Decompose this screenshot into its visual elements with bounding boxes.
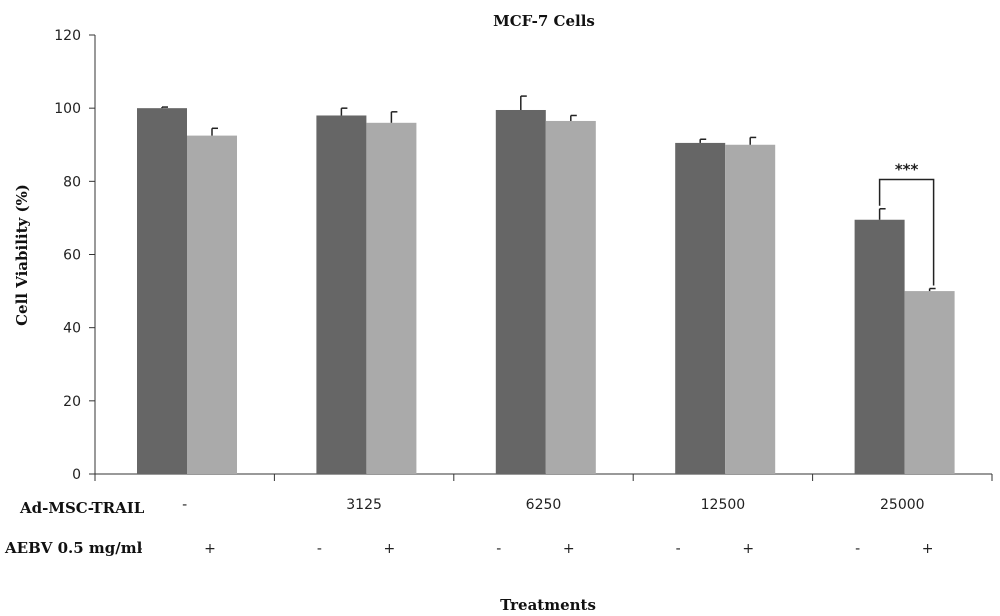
- row-label-ad-msc-trail: Ad-MSC-TRAIL: [19, 499, 145, 517]
- y-tick-label: 100: [54, 101, 81, 117]
- bar-0-1: [187, 135, 237, 474]
- ad-msc-trail-value: 3125: [346, 497, 382, 513]
- significance-bracket: [878, 178, 935, 286]
- row-label-aebv: AEBV 0.5 mg/ml: [4, 539, 143, 557]
- aebv-value: +: [742, 541, 754, 557]
- bar-3-1: [725, 144, 776, 474]
- aebv-value: -: [137, 541, 142, 557]
- y-tick-label: 40: [63, 321, 81, 337]
- y-tick-label: 60: [63, 248, 81, 264]
- significance-label: ***: [895, 161, 919, 179]
- y-tick-label: 80: [63, 174, 81, 190]
- x-axis-title: Treatments: [500, 596, 596, 614]
- bar-4-1: [904, 291, 955, 474]
- aebv-value: +: [204, 541, 216, 557]
- aebv-value: +: [922, 541, 934, 557]
- bar-4-0: [854, 219, 905, 474]
- bar-1-0: [316, 115, 367, 474]
- y-axis-title: Cell Viability (%): [13, 184, 31, 326]
- chart-title: MCF-7 Cells: [493, 12, 595, 30]
- ad-msc-trail-value: 25000: [880, 497, 925, 513]
- bar-0-0: [137, 108, 187, 475]
- ad-msc-trail-value: -: [182, 497, 187, 513]
- aebv-value: +: [384, 541, 396, 557]
- aebv-value: -: [317, 541, 322, 557]
- y-tick-label: 120: [54, 28, 81, 44]
- ad-msc-trail-value: 12500: [701, 497, 746, 513]
- bar-2-0: [495, 109, 546, 474]
- y-tick-label: 0: [72, 467, 81, 483]
- aebv-value: -: [855, 541, 860, 557]
- bar-2-1: [545, 120, 596, 475]
- aebv-value: -: [496, 541, 501, 557]
- ad-msc-trail-value: 6250: [526, 497, 562, 513]
- aebv-value: -: [676, 541, 681, 557]
- aebv-value: +: [563, 541, 575, 557]
- bar-3-0: [675, 142, 726, 474]
- y-tick-label: 20: [63, 394, 81, 410]
- bar-1-1: [366, 122, 417, 475]
